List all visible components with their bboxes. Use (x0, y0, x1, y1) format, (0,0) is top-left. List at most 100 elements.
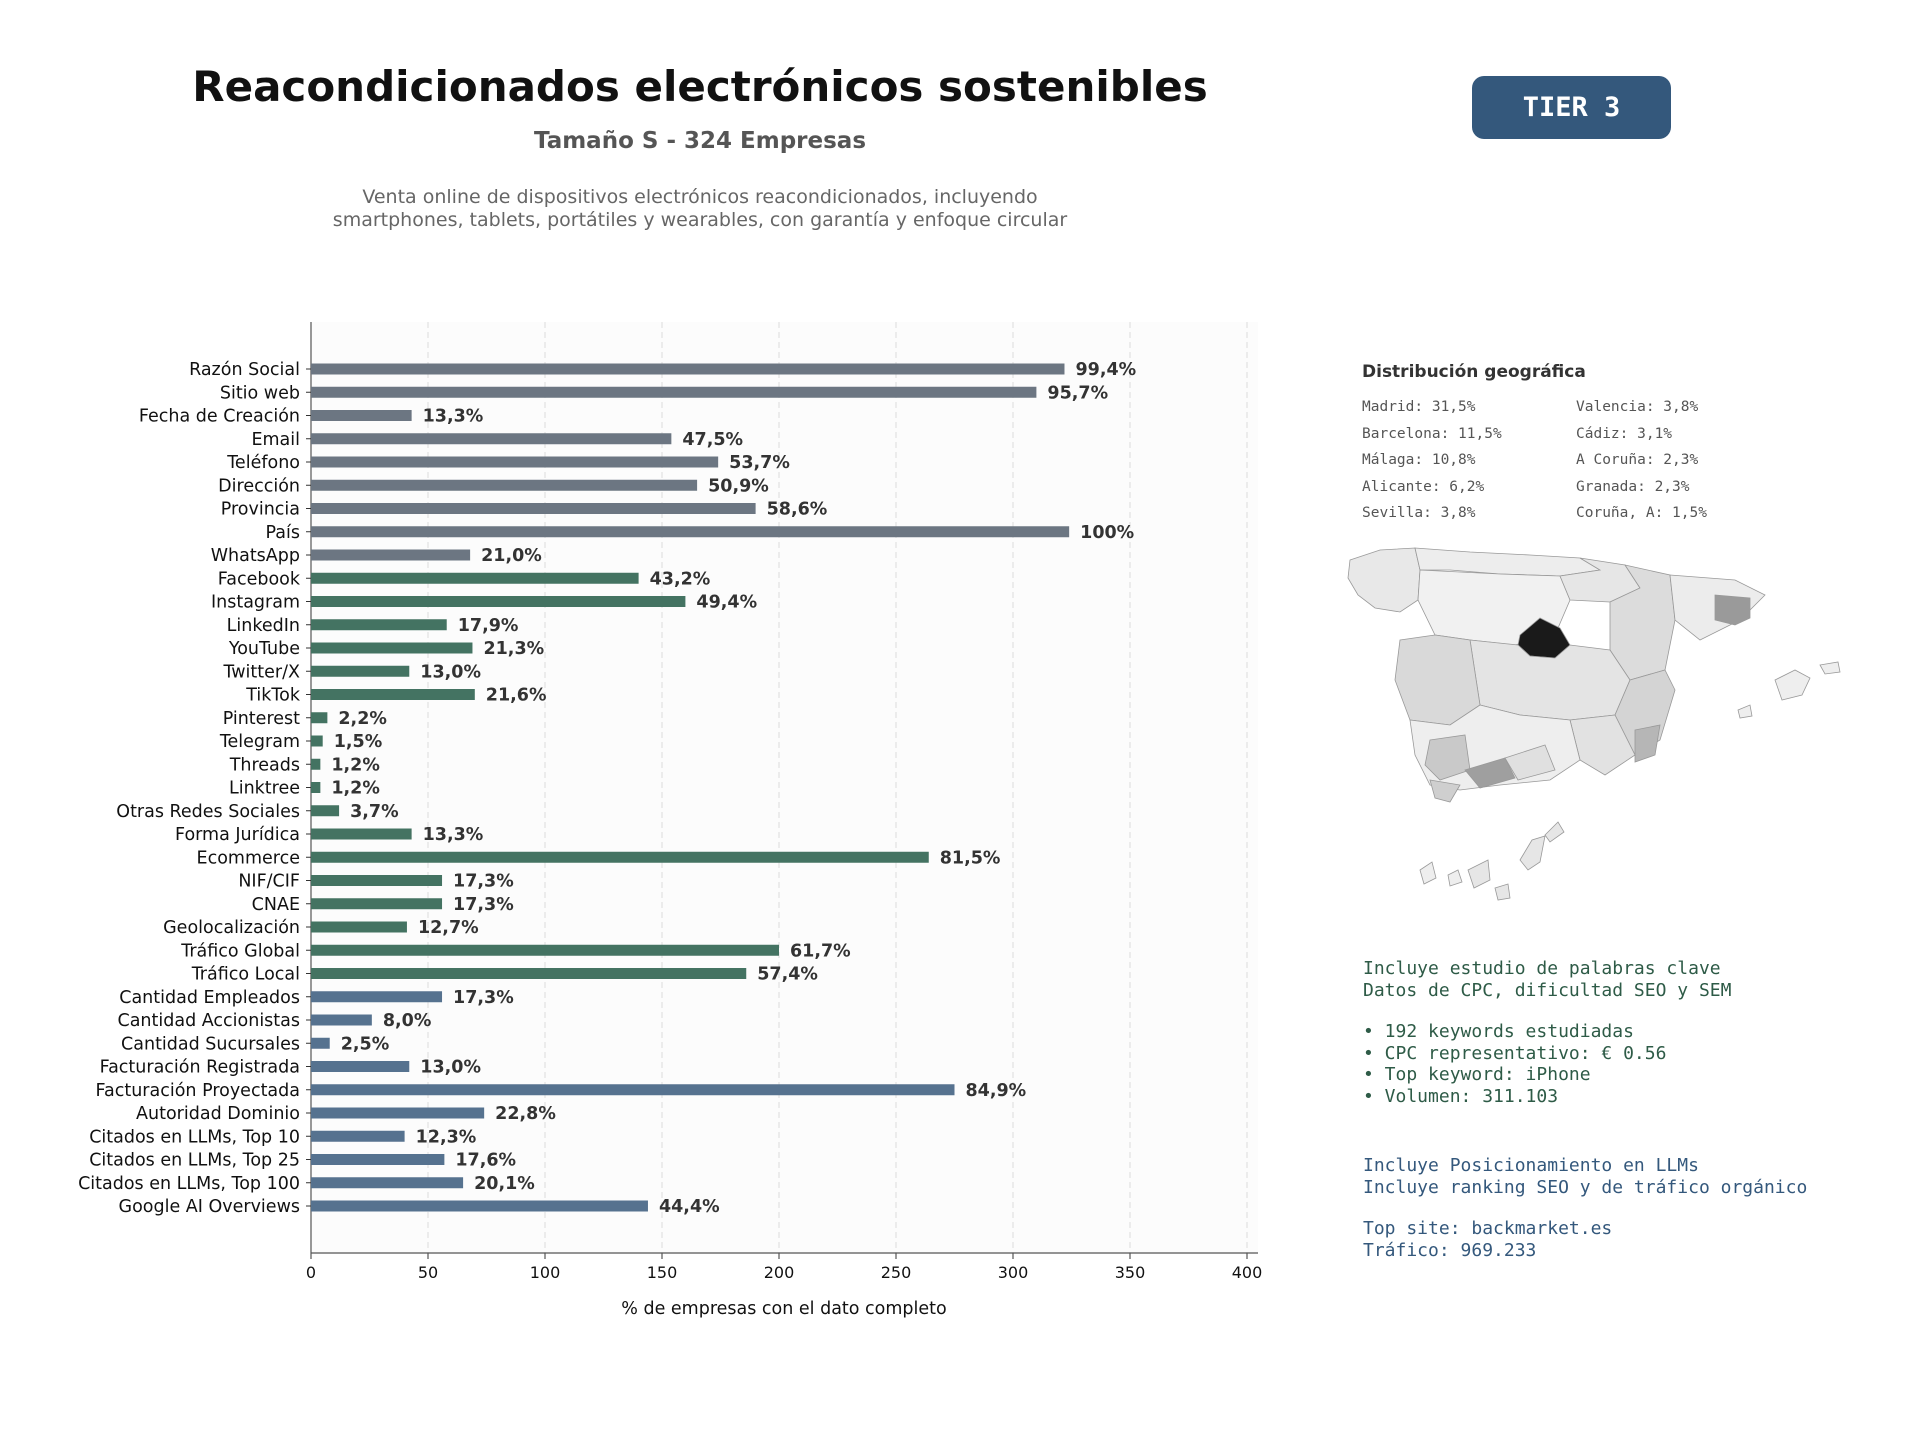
geo-item: Málaga: 10,8% (1362, 452, 1476, 468)
data-label: 17,6% (455, 1151, 516, 1171)
data-label: 1,5% (334, 732, 383, 752)
category-label: LinkedIn (227, 616, 300, 636)
geo-item: A Coruña: 2,3% (1576, 452, 1699, 468)
bar (311, 805, 340, 817)
bar (311, 386, 1037, 398)
data-label: 1,2% (331, 779, 380, 799)
bar (311, 456, 719, 468)
map-region-extremadura (1394, 634, 1481, 726)
map-region-sevilla (1424, 734, 1471, 781)
data-label: 17,3% (453, 872, 514, 892)
category-label: CNAE (252, 895, 300, 915)
map-region-barcelona (1714, 594, 1751, 626)
keywords-line: Datos de CPC, dificultad SEO y SEM (1363, 979, 1732, 1001)
data-label: 84,9% (966, 1081, 1027, 1101)
data-label: 50,9% (708, 476, 769, 496)
x-tick-label: 400 (1232, 1263, 1263, 1282)
data-label: 21,6% (486, 686, 547, 706)
tier-badge: TIER 3 (1472, 76, 1671, 139)
map-region-galicia (1347, 547, 1421, 613)
category-label: Twitter/X (222, 662, 300, 682)
category-label: Tráfico Local (191, 965, 300, 985)
data-label: 58,6% (767, 500, 828, 520)
category-label: Forma Jurídica (175, 825, 300, 845)
category-label: Ecommerce (197, 848, 300, 868)
data-label: 47,5% (682, 430, 743, 450)
map-region-canarias-3 (1467, 859, 1491, 889)
data-label: 20,1% (474, 1174, 535, 1194)
geo-item: Sevilla: 3,8% (1362, 505, 1476, 521)
bar (311, 1130, 405, 1142)
category-label: País (266, 523, 300, 543)
top-site: Top site: backmarket.es (1363, 1218, 1613, 1239)
x-tick-label: 100 (530, 1263, 561, 1282)
x-tick-label: 150 (647, 1263, 678, 1282)
category-label: Citados en LLMs, Top 10 (89, 1127, 300, 1147)
data-label: 61,7% (790, 941, 851, 961)
keywords-bullet: • CPC representativo: € 0.56 (1363, 1042, 1667, 1064)
data-label: 81,5% (940, 848, 1001, 868)
bar (311, 642, 473, 654)
category-label: NIF/CIF (238, 872, 300, 892)
bar (311, 363, 1065, 375)
bar (311, 1014, 372, 1026)
data-label: 21,0% (481, 546, 542, 566)
data-label: 100% (1080, 523, 1134, 543)
category-label: Teléfono (226, 453, 300, 473)
bar (311, 433, 672, 445)
x-tick-label: 50 (418, 1263, 438, 1282)
keywords-line: Incluye estudio de palabras clave (1363, 958, 1721, 979)
data-label: 57,4% (757, 965, 818, 985)
category-label: Tráfico Global (180, 941, 300, 961)
map-region-canarias-1 (1419, 861, 1437, 885)
x-axis-label: % de empresas con el dato completo (621, 1299, 946, 1319)
category-label: Facebook (218, 569, 301, 589)
page-title: Reacondicionados electrónicos sostenible… (192, 62, 1208, 111)
map-region-malaga (1464, 757, 1516, 789)
data-label: 13,3% (423, 407, 484, 427)
keywords-block: Incluye estudio de palabras clave Datos … (1363, 958, 1731, 1107)
category-label: Provincia (221, 500, 300, 520)
category-label: WhatsApp (211, 546, 300, 566)
data-label: 44,4% (659, 1197, 720, 1217)
bar (311, 921, 407, 933)
category-label: Dirección (218, 476, 300, 496)
map-region-canarias-5 (1519, 835, 1546, 871)
bar (311, 758, 321, 770)
bar (311, 665, 410, 677)
category-label: Google AI Overviews (119, 1197, 300, 1217)
category-label: Autoridad Dominio (136, 1104, 300, 1124)
bar (311, 1037, 330, 1049)
data-label: 17,3% (453, 988, 514, 1008)
category-label: Facturación Proyectada (96, 1081, 300, 1101)
x-tick-label: 0 (306, 1263, 316, 1282)
bar (311, 944, 779, 956)
map-region-canarias-2 (1447, 869, 1463, 887)
data-label: 53,7% (729, 453, 790, 473)
category-label: Citados en LLMs, Top 100 (78, 1174, 300, 1194)
bar (311, 526, 1070, 538)
category-label: Razón Social (189, 360, 300, 380)
bar (311, 851, 929, 863)
top-site-traffic: Tráfico: 969.233 (1363, 1239, 1537, 1261)
data-label: 21,3% (483, 639, 544, 659)
data-label: 95,7% (1047, 383, 1108, 403)
bar (311, 572, 639, 584)
category-label: Otras Redes Sociales (116, 802, 300, 822)
category-label: Cantidad Sucursales (121, 1034, 300, 1054)
geo-item: Coruña, A: 1,5% (1576, 505, 1707, 521)
plot-area (311, 322, 1258, 1253)
bar-chart: 0 50 100 150 200 250 300 350 400 % de empresas co… (78, 322, 1263, 1319)
keywords-bullet: • 192 keywords estudiadas (1363, 1021, 1634, 1042)
data-label: 17,9% (458, 616, 519, 636)
data-label: 12,7% (418, 918, 479, 938)
x-tick-label: 300 (998, 1263, 1029, 1282)
sector-description: Venta online de dispositivos electrónico… (332, 186, 1068, 231)
data-label: 13,0% (420, 1058, 481, 1078)
geo-item: Valencia: 3,8% (1576, 399, 1699, 415)
bar (311, 735, 323, 747)
x-tick-label: 250 (881, 1263, 912, 1282)
llm-line: Incluye ranking SEO y de tráfico orgánic… (1363, 1176, 1808, 1198)
category-label: Fecha de Creación (139, 407, 300, 427)
map-region-menorca (1819, 661, 1841, 675)
